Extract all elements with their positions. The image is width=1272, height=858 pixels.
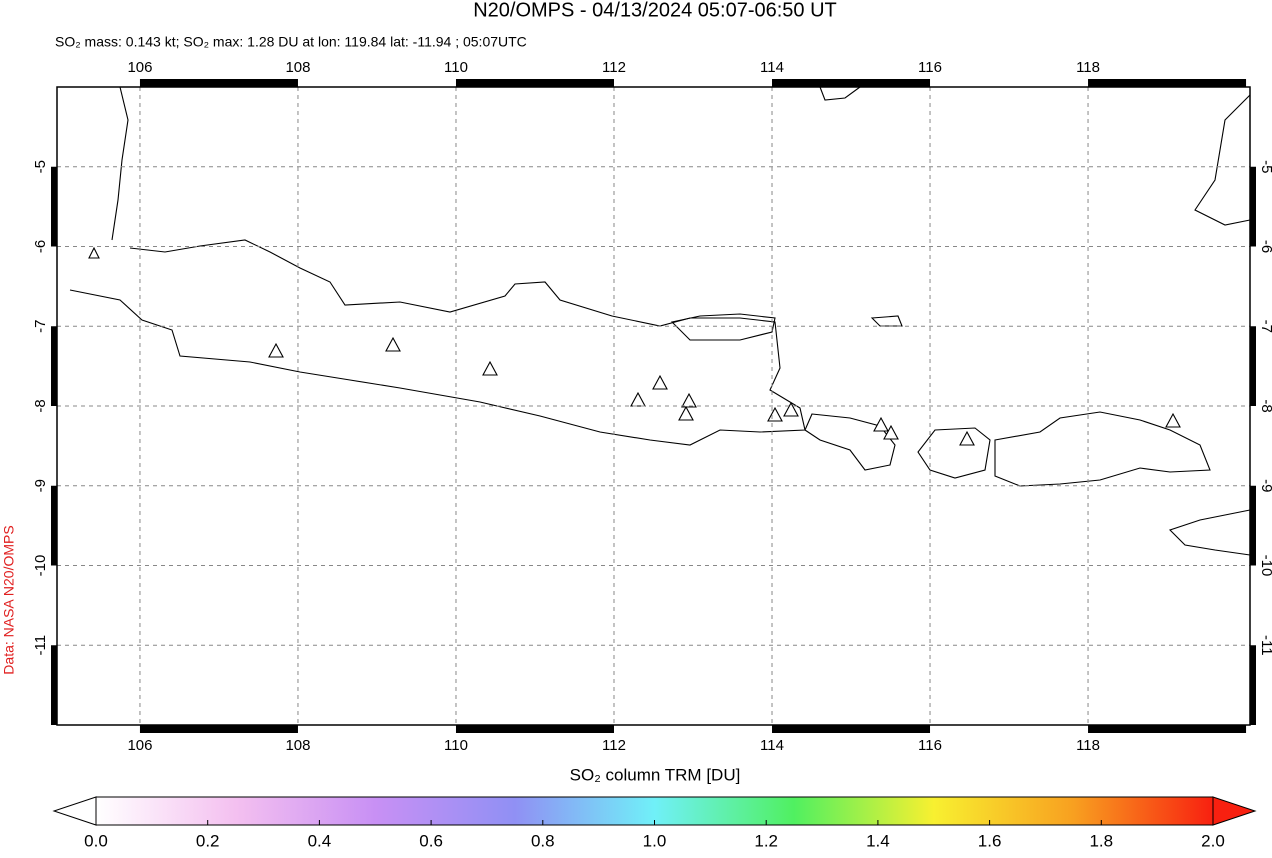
x-tick-label: 118 xyxy=(1076,59,1100,76)
colorbar-tick-label: 1.4 xyxy=(866,831,890,850)
colorbar-tick-label: 2.0 xyxy=(1201,831,1225,850)
colorbar-label: SO₂ column TRM [DU] xyxy=(570,765,741,784)
y-tick-label: -9 xyxy=(1258,479,1272,492)
border-band xyxy=(772,725,931,733)
colorbar-tick-label: 1.0 xyxy=(643,831,667,850)
coastlines xyxy=(69,86,1251,556)
colorbar-tick-label: 0.0 xyxy=(84,831,108,850)
y-tick-label: -8 xyxy=(1258,399,1272,412)
border-band xyxy=(1088,79,1247,87)
x-tick-label: 110 xyxy=(444,59,468,76)
border-band xyxy=(1088,725,1247,733)
border-band xyxy=(1250,645,1256,725)
border-band xyxy=(51,485,57,566)
y-tick-label: -8 xyxy=(32,399,49,412)
y-tick-label: -11 xyxy=(32,635,49,656)
colorbar-tick-label: 1.6 xyxy=(978,831,1002,850)
border-band xyxy=(51,645,57,725)
x-tick-label: 106 xyxy=(127,59,152,76)
credit: Data: NASA N20/OMPS xyxy=(1,525,17,674)
y-tick-label: -5 xyxy=(1258,160,1272,173)
y-tick-label: -5 xyxy=(32,160,49,173)
border-band xyxy=(1250,485,1256,566)
x-tick-label: 106 xyxy=(127,737,152,754)
border-band xyxy=(51,166,57,247)
chart-subtitle: SO₂ mass: 0.143 kt; SO₂ max: 1.28 DU at … xyxy=(55,34,527,50)
colorbar-min-arrow xyxy=(52,796,97,826)
colorbar-tick-label: 1.8 xyxy=(1089,831,1113,850)
border-band xyxy=(1250,326,1256,406)
chart-title: N20/OMPS - 04/13/2024 05:07-06:50 UT xyxy=(473,0,837,21)
border-band xyxy=(772,79,931,87)
colorbar-tick-label: 1.2 xyxy=(754,831,778,850)
border-band xyxy=(51,326,57,406)
colorbar-tick-label: 0.2 xyxy=(196,831,220,850)
border-band xyxy=(455,79,614,87)
x-tick-label: 108 xyxy=(285,59,310,76)
border-band xyxy=(139,79,298,87)
x-tick-label: 112 xyxy=(602,59,626,76)
y-tick-label: -11 xyxy=(1258,635,1272,656)
y-tick-label: -7 xyxy=(1258,320,1272,333)
x-tick-label: 110 xyxy=(444,737,468,754)
y-tick-label: -6 xyxy=(32,240,49,253)
x-tick-label: 118 xyxy=(1076,737,1100,754)
colorbar-tick-label: 0.8 xyxy=(531,831,555,850)
border-band xyxy=(139,725,298,733)
x-tick-label: 116 xyxy=(918,737,942,754)
y-tick-label: -10 xyxy=(32,555,49,577)
colorbar-max-arrow xyxy=(1212,796,1257,826)
y-tick-label: -9 xyxy=(32,479,49,492)
y-tick-label: -10 xyxy=(1258,555,1272,577)
x-tick-label: 116 xyxy=(918,59,942,76)
x-tick-label: 108 xyxy=(285,737,310,754)
colorbar-tick-label: 0.4 xyxy=(308,831,332,850)
x-tick-label: 114 xyxy=(760,737,784,754)
colorbar-tick-label: 0.6 xyxy=(419,831,443,850)
y-tick-label: -7 xyxy=(32,320,49,333)
x-tick-label: 112 xyxy=(602,737,626,754)
border-band xyxy=(455,725,614,733)
x-tick-label: 114 xyxy=(760,59,784,76)
border-band xyxy=(1250,166,1256,247)
y-tick-label: -6 xyxy=(1258,240,1272,253)
